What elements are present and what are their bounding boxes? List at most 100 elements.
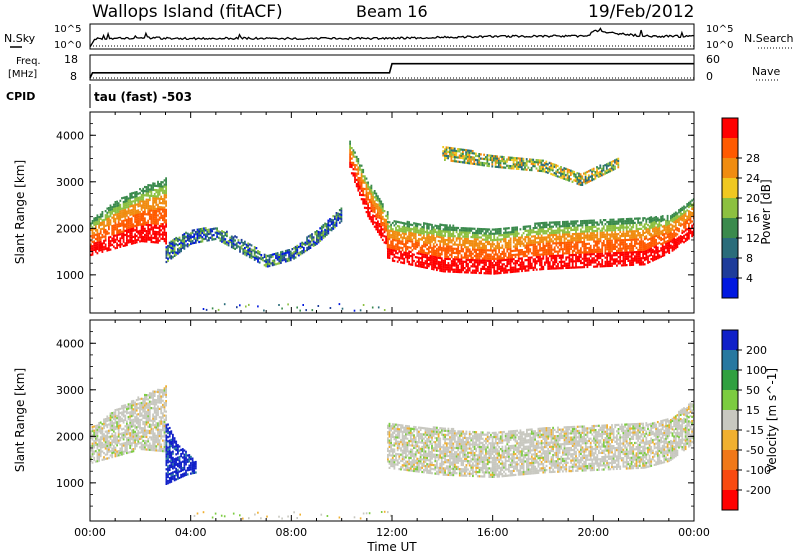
echo-cell <box>400 221 402 224</box>
echo-cell <box>517 243 520 246</box>
echo-cell <box>101 246 104 249</box>
echo-cell <box>576 255 579 258</box>
echo-cell <box>401 257 404 260</box>
echo-cell <box>419 223 422 226</box>
echo-cell <box>449 234 451 238</box>
echo-cell <box>114 224 117 227</box>
echo-cell <box>137 205 140 208</box>
echo-cell <box>604 252 607 255</box>
echo-cell <box>130 227 133 231</box>
echo-cell <box>599 263 602 266</box>
echo-cell <box>190 232 192 235</box>
echo-cell <box>466 151 469 154</box>
echo-cell <box>463 244 466 247</box>
echo-cell <box>144 238 146 241</box>
echo-cell <box>375 221 378 225</box>
echo-cell <box>367 204 369 207</box>
echo-cell <box>534 251 536 255</box>
echo-cell <box>196 237 199 240</box>
echo-cell <box>99 224 102 227</box>
echo-cell <box>147 192 150 195</box>
echo-cell <box>380 206 383 209</box>
echo-cell <box>137 211 140 214</box>
echo-cell <box>466 157 469 160</box>
echo-cell <box>405 247 407 250</box>
echo-cell <box>488 234 491 237</box>
echo-cell <box>101 223 104 226</box>
echo-cell <box>409 246 412 249</box>
echo-cell <box>648 237 651 241</box>
echo-cell <box>581 236 584 239</box>
echo-cell <box>112 214 115 217</box>
echo-cell <box>676 212 679 215</box>
echo-cell <box>450 268 453 271</box>
echo-cell <box>630 236 633 239</box>
echo-cell <box>584 247 587 250</box>
echo-cell <box>575 247 577 250</box>
echo-cell <box>165 223 167 226</box>
echo-cell <box>442 240 445 244</box>
echo-cell <box>555 256 558 259</box>
echo-cell <box>406 245 409 249</box>
echo-cell <box>247 246 250 249</box>
echo-cell <box>439 254 442 258</box>
echo-cell <box>599 248 602 251</box>
echo-cell <box>162 233 164 236</box>
echo-cell <box>436 258 438 261</box>
echo-cell <box>606 241 608 245</box>
echo-cell <box>581 266 584 269</box>
echo-cell <box>327 228 330 231</box>
echo-cell <box>571 264 574 267</box>
echo-cell <box>387 229 389 232</box>
echo-cell <box>511 256 514 259</box>
echo-cell <box>465 153 467 156</box>
echo-cell <box>511 249 514 253</box>
echo-cell <box>284 258 287 261</box>
echo-cell <box>306 246 308 250</box>
echo-cell <box>160 216 163 219</box>
echo-cell <box>455 237 458 240</box>
echo-cell <box>265 254 268 257</box>
echo-cell <box>493 264 496 267</box>
echo-cell <box>109 212 112 216</box>
echo-cell <box>476 257 479 260</box>
echo-cell <box>684 237 687 240</box>
echo-cell <box>548 234 551 237</box>
echo-cell <box>355 157 358 161</box>
echo-cell <box>427 263 430 266</box>
echo-cell <box>153 237 156 240</box>
echo-cell <box>674 219 677 223</box>
echo-cell <box>504 252 507 255</box>
echo-cell <box>403 230 406 233</box>
echo-cell <box>337 212 340 215</box>
echo-cell <box>490 270 492 273</box>
echo-cell <box>198 240 200 244</box>
echo-cell <box>437 267 440 270</box>
echo-cell <box>126 204 128 207</box>
echo-cell <box>503 250 505 253</box>
echo-cell <box>381 205 384 208</box>
echo-cell <box>650 241 653 244</box>
echo-cell <box>335 218 338 221</box>
echo-cell <box>454 262 456 265</box>
echo-cell <box>622 230 625 233</box>
echo-cell <box>165 212 167 216</box>
echo-cell <box>99 249 102 252</box>
echo-cell <box>650 249 653 252</box>
echo-cell <box>377 228 379 231</box>
echo-cell <box>230 237 233 240</box>
echo-cell <box>283 254 286 257</box>
echo-cell <box>668 226 671 229</box>
echo-cell <box>609 222 612 226</box>
echo-cell <box>545 244 548 247</box>
echo-cell <box>650 218 653 221</box>
echo-cell <box>396 233 399 236</box>
echo-cell <box>112 228 115 231</box>
echo-cell <box>208 232 210 235</box>
echo-cell <box>121 222 123 225</box>
echo-cell <box>629 228 631 231</box>
echo-cell <box>493 255 496 258</box>
echo-cell <box>612 233 615 236</box>
echo-cell <box>674 242 677 246</box>
echo-cell <box>135 197 138 200</box>
